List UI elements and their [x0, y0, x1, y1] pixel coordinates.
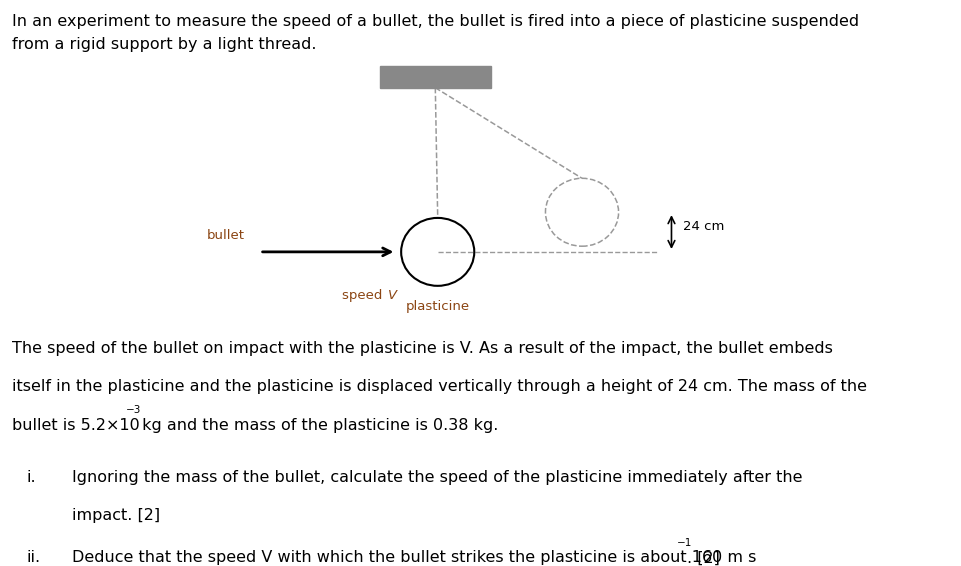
Text: plasticine: plasticine	[406, 300, 469, 313]
Text: bullet is 5.2×10: bullet is 5.2×10	[12, 418, 139, 433]
Text: Deduce that the speed V with which the bullet strikes the plasticine is about 16: Deduce that the speed V with which the b…	[72, 551, 755, 565]
Text: speed: speed	[341, 289, 385, 302]
Text: . [2]: . [2]	[686, 551, 719, 565]
Text: −3: −3	[125, 405, 140, 415]
Text: Ignoring the mass of the bullet, calculate the speed of the plasticine immediate: Ignoring the mass of the bullet, calcula…	[72, 470, 801, 484]
Text: i.: i.	[27, 470, 37, 484]
Text: −1: −1	[677, 538, 692, 548]
FancyBboxPatch shape	[380, 66, 490, 88]
Text: 24 cm: 24 cm	[682, 220, 724, 233]
Text: impact. [2]: impact. [2]	[72, 508, 160, 523]
Text: itself in the plasticine and the plasticine is displaced vertically through a he: itself in the plasticine and the plastic…	[12, 379, 866, 395]
Text: from a rigid support by a light thread.: from a rigid support by a light thread.	[12, 37, 316, 52]
Text: bullet: bullet	[207, 229, 245, 242]
Text: ii.: ii.	[27, 551, 41, 565]
Text: In an experiment to measure the speed of a bullet, the bullet is fired into a pi: In an experiment to measure the speed of…	[12, 14, 858, 29]
Text: V: V	[387, 289, 396, 302]
Text: The speed of the bullet on impact with the plasticine is V. As a result of the i: The speed of the bullet on impact with t…	[12, 341, 831, 356]
Text: kg and the mass of the plasticine is 0.38 kg.: kg and the mass of the plasticine is 0.3…	[136, 418, 498, 433]
